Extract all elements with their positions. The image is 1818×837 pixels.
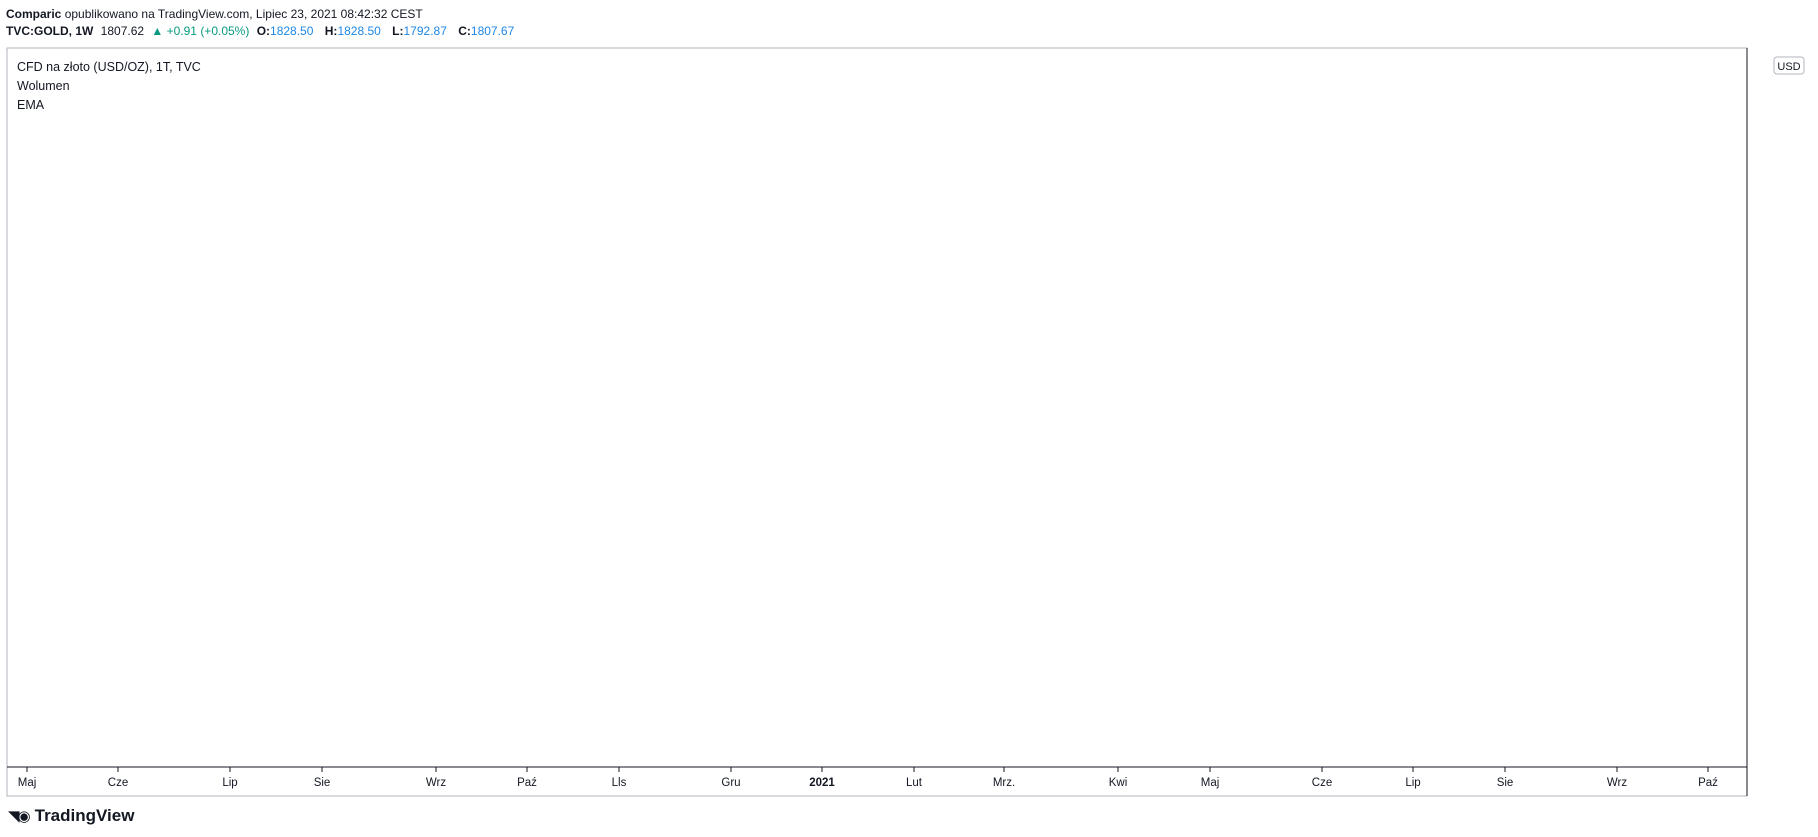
price-chart[interactable]: 1320.001360.001400.001440.001480.001520.… xyxy=(0,0,1818,800)
chart-header: Comparic opublikowano na TradingView.com… xyxy=(6,6,522,40)
x-tick-label: Wrz xyxy=(426,777,446,789)
plot-frame xyxy=(6,47,1748,797)
legend-ema: EMA xyxy=(17,98,45,112)
x-tick-label: 2021 xyxy=(809,777,835,789)
x-tick-label: Sie xyxy=(314,777,331,789)
publish-line: Comparic opublikowano na TradingView.com… xyxy=(6,6,522,23)
price-change: ▲ +0.91 (+0.05%) xyxy=(151,24,250,38)
x-tick-label: Paź xyxy=(517,777,537,789)
tradingview-brand[interactable]: ◥◉ TradingView xyxy=(8,806,134,826)
x-tick-label: Maj xyxy=(1201,777,1220,789)
x-tick-label: Lip xyxy=(222,777,237,789)
currency-badge[interactable]: USD xyxy=(1773,56,1805,75)
low-value: L:1792.87 xyxy=(392,24,447,38)
x-tick-label: Lut xyxy=(906,777,923,789)
x-tick-label: Wrz xyxy=(1607,777,1627,789)
legend-volume: Wolumen xyxy=(17,79,70,93)
x-tick-label: Mrz. xyxy=(993,777,1015,789)
x-tick-label: Kwi xyxy=(1109,777,1128,789)
tradingview-logo-icon: ◥◉ xyxy=(8,808,31,825)
high-value: H:1828.50 xyxy=(324,24,381,38)
x-tick-label: Lls xyxy=(612,777,627,789)
x-tick-label: Cze xyxy=(1312,777,1332,789)
x-tick-label: Sie xyxy=(1497,777,1514,789)
author-name[interactable]: Comparic xyxy=(6,7,62,21)
x-tick-label: Paź xyxy=(1698,777,1718,789)
svg-text:USD: USD xyxy=(1777,61,1800,73)
x-tick-label: Gru xyxy=(721,777,740,789)
close-value: C:1807.67 xyxy=(458,24,515,38)
legend-title: CFD na złoto (USD/OZ), 1T, TVC xyxy=(17,60,201,74)
x-tick-label: Lip xyxy=(1405,777,1420,789)
symbol-label: TVC:GOLD, 1W xyxy=(6,24,94,38)
last-price: 1807.62 xyxy=(100,24,145,38)
x-tick-label: Cze xyxy=(108,777,128,789)
ohlc-line: TVC:GOLD, 1W 1807.62 ▲ +0.91 (+0.05%) O:… xyxy=(6,23,522,40)
brand-label: TradingView xyxy=(34,806,135,825)
publish-info: opublikowano na TradingView.com, Lipiec … xyxy=(64,7,423,21)
open-value: O:1828.50 xyxy=(256,24,314,38)
x-tick-label: Maj xyxy=(18,777,37,789)
time-axis[interactable]: Maj Cze Lip Sie Wrz Paź Lls Gru 2021 Lut Mrz. Kwi Ma… xyxy=(18,767,1718,789)
